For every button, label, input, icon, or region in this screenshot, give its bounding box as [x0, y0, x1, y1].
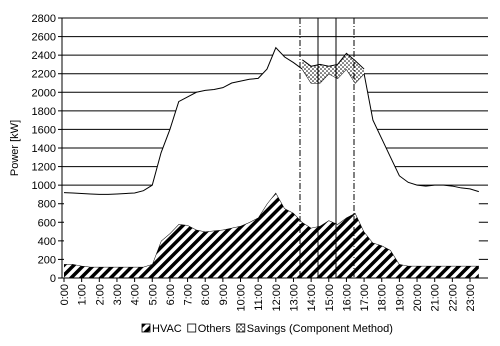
y-tick-label: 2400 — [32, 50, 56, 62]
x-tick-label: 5:00 — [147, 284, 159, 305]
x-tick-label: 14:00 — [306, 284, 318, 312]
y-tick-label: 800 — [38, 199, 56, 211]
x-tick-label: 7:00 — [183, 284, 195, 305]
y-tick-label: 2200 — [32, 69, 56, 81]
legend-label: Savings (Component Method) — [247, 323, 393, 335]
legend-swatch — [141, 323, 151, 333]
y-tick-label: 2800 — [32, 13, 56, 25]
y-tick-label: 2000 — [32, 87, 56, 99]
x-tick-label: 21:00 — [430, 284, 442, 312]
plot-area: 0 200 400 600 800 1000 1200 1400 1600 1800 2000 220… — [32, 13, 488, 312]
x-tick-label: 6:00 — [165, 284, 177, 305]
y-tick-label: 1200 — [32, 162, 56, 174]
x-tick-label: 15:00 — [324, 284, 336, 312]
x-tick-label: 12:00 — [271, 284, 283, 312]
x-tick-label: 4:00 — [130, 284, 142, 305]
area-line — [63, 46, 479, 195]
x-tick-label: 9:00 — [218, 284, 230, 305]
x-tick-label: 22:00 — [447, 284, 459, 312]
y-tick-label: 600 — [38, 217, 56, 229]
y-tick-label: 200 — [38, 254, 56, 266]
x-tick-label: 2:00 — [94, 284, 106, 305]
y-tick-label: 1000 — [32, 180, 56, 192]
x-tick-label: 11:00 — [253, 284, 265, 311]
x-tick-label: 8:00 — [200, 284, 212, 305]
x-tick-label: 10:00 — [236, 284, 248, 312]
x-tick-label: 0:00 — [59, 284, 71, 305]
legend-swatch — [236, 323, 246, 333]
legend-label: Others — [198, 323, 232, 335]
x-tick-label: 20:00 — [412, 284, 424, 312]
area — [64, 47, 479, 267]
x-tick-label: 16:00 — [341, 284, 353, 312]
x-tick-label: 1:00 — [77, 284, 89, 305]
legend-label: HVAC — [152, 323, 182, 335]
x-tick-label: 17:00 — [359, 284, 371, 312]
y-tick-label: 400 — [38, 236, 56, 248]
x-tick-label: 18:00 — [377, 284, 389, 312]
y-tick-label: 2600 — [32, 32, 56, 44]
y-axis-label: Power [kW] — [9, 120, 21, 176]
y-tick-label: 0 — [50, 273, 56, 285]
x-tick-label: 19:00 — [394, 284, 406, 312]
y-tick-label: 1600 — [32, 124, 56, 136]
area — [64, 192, 479, 278]
y-tick-label: 1800 — [32, 106, 56, 118]
x-tick-label: 13:00 — [288, 284, 300, 312]
x-tick-label: 23:00 — [465, 284, 477, 312]
legend-swatch — [187, 323, 197, 333]
y-tick-label: 1400 — [32, 143, 56, 155]
period-markers — [299, 18, 355, 278]
x-tick-label: 3:00 — [112, 284, 124, 305]
